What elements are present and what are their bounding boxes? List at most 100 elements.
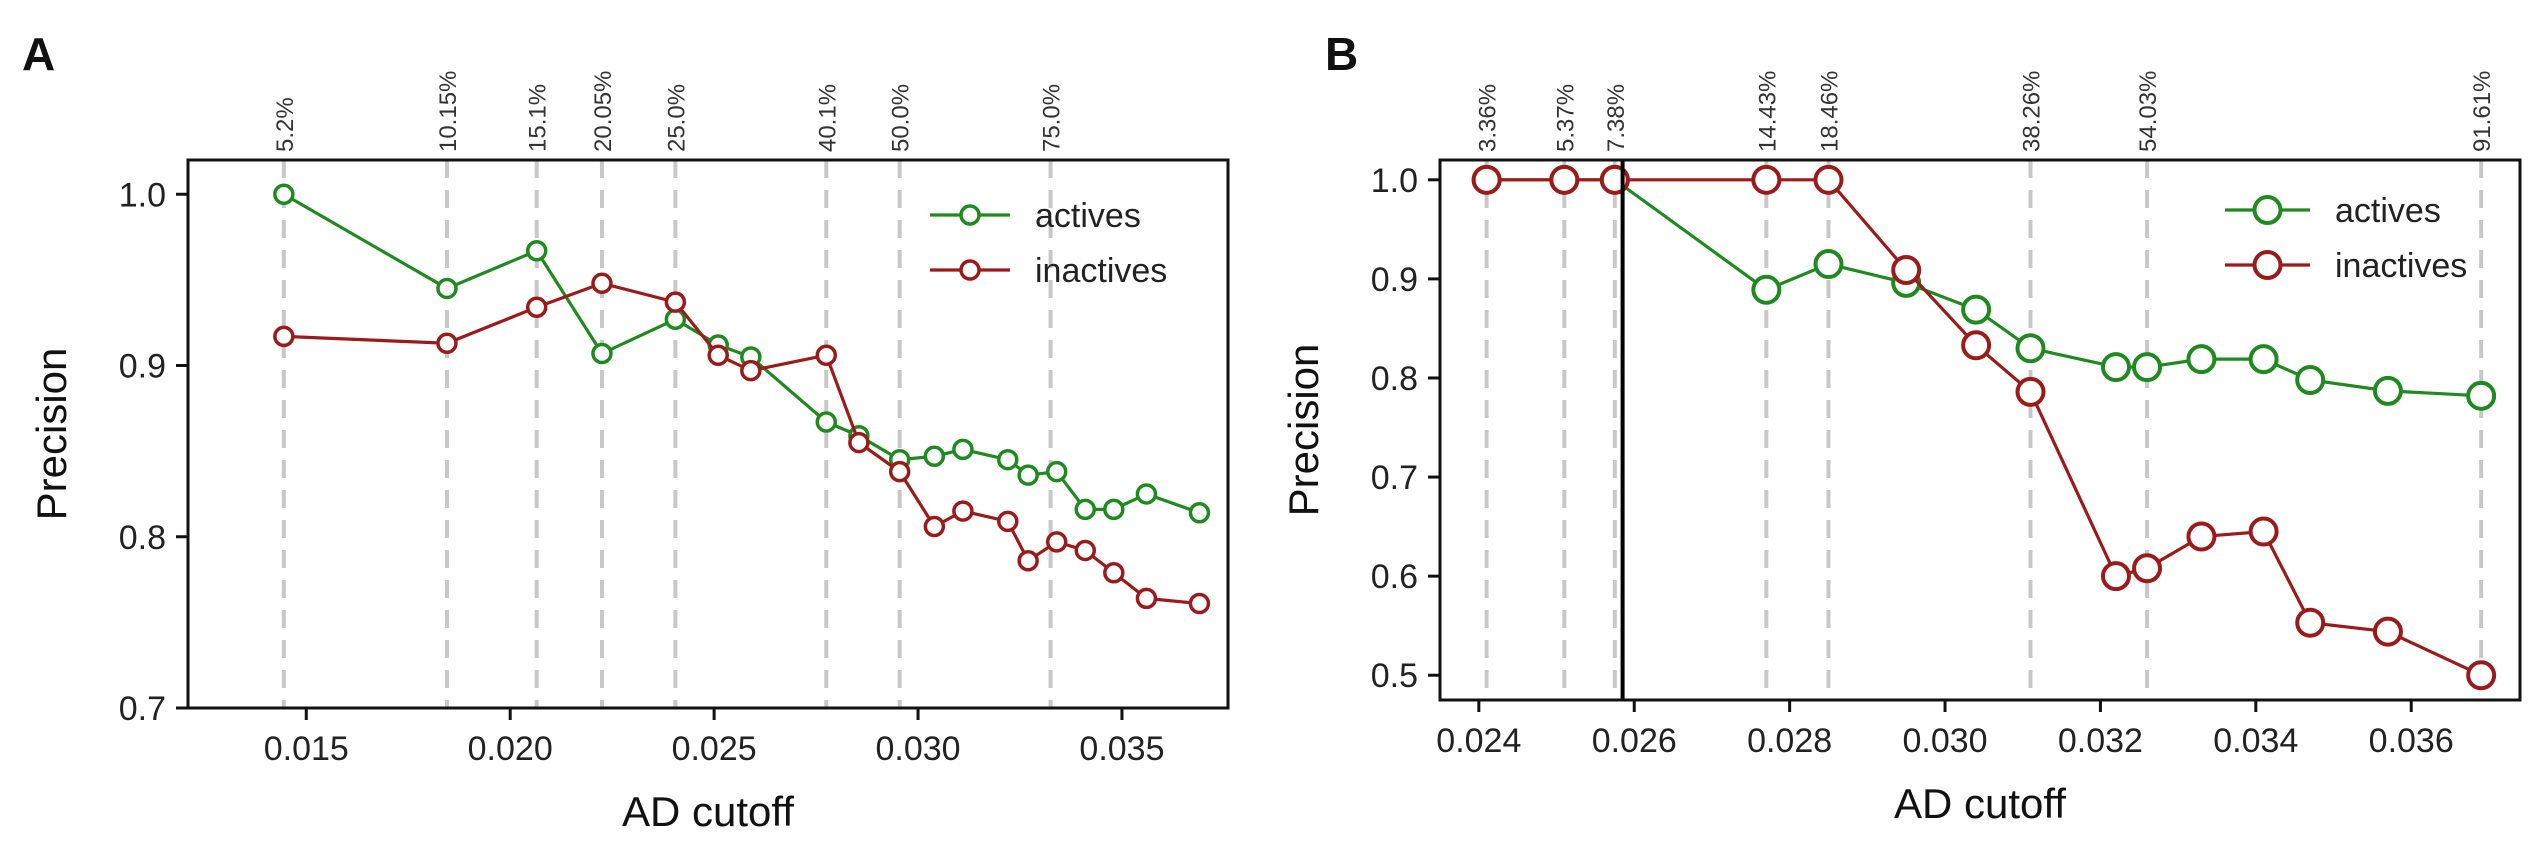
- series-actives-point: [2295, 364, 2326, 395]
- cutoff-percent-label: 54.03%: [2135, 71, 2162, 152]
- series-actives-point: [1961, 294, 1992, 325]
- series-inactives-line: [283, 281, 1200, 606]
- cutoff-percent-label: 7.38%: [1603, 84, 1630, 152]
- series-inactives-line: [1486, 178, 2482, 677]
- cutoff-percent-label: 10.15%: [435, 71, 462, 152]
- cutoff-percent-label: 20.05%: [590, 71, 617, 152]
- series-inactives-point: [525, 296, 548, 319]
- series-actives-point: [2248, 344, 2279, 375]
- panel-b-letter: B: [1325, 28, 1358, 80]
- panel-b-series: [1471, 164, 2497, 691]
- y-tick-label: 0.8: [119, 519, 166, 557]
- cutoff-percent-label: 3.36%: [1475, 84, 1502, 152]
- series-inactives-point: [923, 515, 946, 538]
- panel-a-plot-frame: [186, 158, 1230, 710]
- series-inactives-point: [1017, 549, 1039, 572]
- legend-actives-marker: [959, 204, 981, 226]
- series-actives-point: [1751, 274, 1782, 305]
- series-actives-point: [1045, 460, 1068, 483]
- series-inactives-point: [1135, 587, 1158, 610]
- series-inactives-point: [1103, 561, 1125, 584]
- series-inactives-point: [888, 460, 911, 483]
- series-inactives-point: [591, 272, 613, 295]
- x-tick-label: 0.030: [875, 730, 960, 768]
- legend-actives-label: actives: [1035, 197, 1141, 235]
- series-inactives-point: [273, 325, 295, 348]
- cutoff-percent-label: 14.43%: [1754, 71, 1781, 152]
- panel-a-axes: 0.015 0.020 0.025 0.030 0.035 0.7 0.8 0.9 1.0: [119, 176, 1165, 768]
- series-actives-point: [273, 183, 295, 205]
- series-actives-point: [952, 438, 974, 461]
- series-actives-point: [1017, 464, 1039, 486]
- series-actives-point: [2132, 352, 2163, 383]
- legend-inactives-label: inactives: [1035, 252, 1167, 290]
- series-inactives-point: [2100, 561, 2131, 592]
- x-tick-label: 0.015: [264, 730, 349, 768]
- series-inactives-point: [1891, 254, 1922, 285]
- x-tick-label: 0.034: [2213, 722, 2298, 760]
- series-inactives-point: [1961, 330, 1992, 361]
- x-tick-label: 0.025: [672, 730, 757, 768]
- series-actives-point: [1074, 498, 1097, 521]
- panel-a-legend: actives inactives: [930, 197, 1167, 290]
- panel-a-x-axis-label: AD cutoff: [622, 788, 794, 835]
- series-inactives-point: [664, 291, 687, 313]
- series-actives-point: [664, 308, 687, 331]
- x-tick-label: 0.035: [1079, 730, 1164, 768]
- series-inactives-point: [1045, 531, 1068, 553]
- x-tick-label: 0.032: [2058, 722, 2143, 760]
- y-tick-label: 1.0: [1371, 162, 1418, 200]
- series-inactives-point: [1549, 164, 1580, 195]
- series-actives-point: [1103, 498, 1125, 521]
- cutoff-percent-label: 18.46%: [1816, 71, 1843, 152]
- legend-inactives-marker: [2252, 250, 2283, 280]
- cutoff-percent-label: 38.26%: [2019, 71, 2046, 152]
- cutoff-percent-label: 25.0%: [663, 84, 690, 152]
- legend-actives-label: actives: [2335, 192, 2441, 230]
- series-actives-point: [436, 277, 458, 300]
- series-actives-point: [2372, 375, 2403, 406]
- series-actives-point: [1188, 502, 1211, 524]
- series-actives-point: [2186, 344, 2217, 375]
- series-inactives-point: [848, 431, 870, 454]
- series-inactives-point: [436, 332, 458, 354]
- panel-b-legend: actives inactives: [2225, 192, 2467, 285]
- series-inactives-point: [2248, 516, 2279, 547]
- series-inactives-point: [1188, 592, 1211, 615]
- legend-actives-marker: [2252, 195, 2283, 225]
- series-actives-point: [2100, 352, 2131, 383]
- series-actives-point: [997, 448, 1019, 471]
- series-actives-point: [1813, 249, 1844, 280]
- series-inactives-point: [2015, 376, 2046, 407]
- panel-b-plot-frame: [1438, 158, 2522, 702]
- panel-b-y-axis-label: Precision: [1280, 344, 1327, 517]
- series-inactives-point: [1471, 164, 1502, 195]
- series-inactives-point: [1751, 164, 1782, 195]
- x-tick-label: 0.026: [1592, 722, 1677, 760]
- cutoff-percent-label: 50.0%: [888, 84, 915, 152]
- series-inactives-point: [2295, 607, 2326, 638]
- x-tick-label: 0.024: [1436, 722, 1521, 760]
- panel-a-series: [273, 183, 1211, 615]
- x-tick-label: 0.020: [468, 730, 553, 768]
- series-actives-point: [525, 240, 548, 262]
- panel-b-cutoff-lines: 3.36% 5.37% 7.38% 14.43% 18.46% 38.26% 54.03% 9…: [1475, 71, 2496, 700]
- series-inactives-point: [952, 500, 974, 522]
- y-tick-label: 0.7: [1371, 459, 1418, 497]
- series-actives-point: [2466, 380, 2497, 411]
- panel-b: B 3.36% 5.37% 7.38% 14.43% 18.46% 38.26% 54.03…: [1280, 28, 2522, 827]
- cutoff-percent-label: 15.1%: [525, 84, 552, 152]
- y-tick-label: 0.9: [119, 348, 166, 386]
- series-inactives-point: [740, 359, 762, 382]
- cutoff-percent-label: 5.2%: [272, 97, 299, 152]
- y-tick-label: 1.0: [119, 176, 166, 214]
- legend-inactives-label: inactives: [2335, 247, 2467, 285]
- series-inactives-point: [997, 510, 1019, 533]
- series-inactives-point: [2132, 553, 2163, 584]
- series-inactives-point: [1074, 539, 1097, 562]
- series-inactives-point: [707, 344, 729, 366]
- series-inactives-point: [2186, 521, 2217, 552]
- cutoff-percent-label: 5.37%: [1552, 84, 1579, 152]
- legend-inactives-marker: [959, 259, 981, 281]
